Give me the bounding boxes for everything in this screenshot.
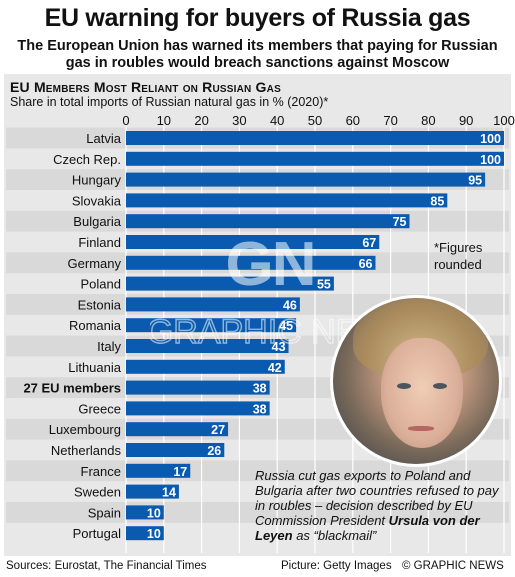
axis-label: Share in total imports of Russian natura… bbox=[10, 95, 329, 109]
tick-label: 50 bbox=[308, 113, 322, 128]
value-label: 67 bbox=[362, 236, 376, 250]
value-label: 95 bbox=[468, 174, 482, 188]
value-labels: 1001009585756766554645434238382726171410… bbox=[147, 132, 501, 541]
category-label: Lithuania bbox=[68, 360, 122, 375]
value-label: 45 bbox=[279, 319, 293, 333]
bar bbox=[126, 131, 504, 145]
value-label: 85 bbox=[430, 194, 444, 208]
bar bbox=[126, 359, 285, 374]
tick-label: 80 bbox=[421, 113, 435, 128]
caption: Russia cut gas exports to Poland and Bul… bbox=[255, 468, 505, 543]
category-label: Poland bbox=[81, 277, 121, 292]
value-label: 14 bbox=[162, 486, 176, 500]
section-title: EU Members Most Reliant on Russian Gas bbox=[10, 79, 281, 95]
category-label: Greece bbox=[78, 401, 121, 416]
category-label: Latvia bbox=[86, 131, 121, 146]
bar bbox=[126, 380, 270, 395]
bar bbox=[126, 214, 410, 229]
value-label: 26 bbox=[207, 444, 221, 458]
category-label: Romania bbox=[69, 318, 122, 333]
headline: EU warning for buyers of Russia gas bbox=[44, 4, 471, 32]
value-label: 10 bbox=[147, 527, 161, 541]
bar bbox=[126, 318, 297, 333]
tick-label: 30 bbox=[232, 113, 246, 128]
tick-label: 70 bbox=[383, 113, 397, 128]
tick-label: 0 bbox=[122, 113, 129, 128]
bar bbox=[126, 235, 380, 249]
tick-labels: 0 10 20 30 40 50 60 70 80 90 100 bbox=[122, 113, 514, 128]
sources: Sources: Eurostat, The Financial Times bbox=[6, 560, 207, 572]
category-label: Portugal bbox=[73, 526, 122, 541]
bar bbox=[126, 401, 270, 416]
category-label: Finland bbox=[78, 235, 121, 250]
value-label: 43 bbox=[272, 340, 286, 354]
bar bbox=[126, 526, 164, 541]
tick-label: 90 bbox=[459, 113, 473, 128]
tick-label: 10 bbox=[157, 113, 171, 128]
category-label: Czech Rep. bbox=[53, 152, 121, 167]
category-label: Luxembourg bbox=[49, 422, 121, 437]
value-label: 100 bbox=[480, 153, 501, 167]
category-label: Sweden bbox=[74, 485, 121, 500]
value-label: 46 bbox=[283, 298, 297, 312]
value-label: 38 bbox=[253, 402, 267, 416]
category-label: Bulgaria bbox=[73, 214, 121, 229]
bar bbox=[126, 484, 179, 499]
bar bbox=[126, 297, 300, 312]
category-label: France bbox=[81, 464, 121, 479]
category-label: 27 EU members bbox=[23, 381, 121, 396]
portrait-photo bbox=[330, 295, 502, 467]
bars bbox=[126, 131, 504, 541]
figures-note: *Figures rounded bbox=[434, 239, 482, 273]
tick-label: 100 bbox=[493, 113, 515, 128]
bar bbox=[126, 151, 504, 166]
bar bbox=[126, 339, 289, 353]
value-label: 17 bbox=[173, 465, 187, 479]
bar bbox=[126, 255, 376, 270]
tick-label: 60 bbox=[346, 113, 360, 128]
value-label: 27 bbox=[211, 423, 225, 437]
bar bbox=[126, 172, 486, 187]
bar bbox=[126, 443, 225, 457]
value-label: 38 bbox=[253, 382, 267, 396]
category-labels: Latvia Czech Rep. Hungary Slovakia Bulgaria F… bbox=[23, 131, 121, 541]
caption-pre: Russia cut gas exports to Poland and Bul… bbox=[255, 468, 499, 528]
value-label: 66 bbox=[359, 257, 373, 271]
category-label: Hungary bbox=[72, 173, 122, 188]
bar bbox=[126, 463, 191, 478]
bar bbox=[126, 193, 448, 208]
value-label: 10 bbox=[147, 506, 161, 520]
caption-post: as “blackmail” bbox=[292, 528, 377, 543]
copyright: © GRAPHIC NEWS bbox=[402, 560, 504, 572]
bar bbox=[126, 505, 164, 520]
category-label: Estonia bbox=[78, 297, 122, 312]
category-label: Italy bbox=[97, 339, 121, 354]
caption-name: Ursula von der Leyen bbox=[255, 513, 480, 543]
value-label: 42 bbox=[268, 361, 282, 375]
category-label: Slovakia bbox=[72, 193, 122, 208]
value-label: 100 bbox=[480, 132, 501, 146]
category-label: Germany bbox=[68, 256, 122, 271]
value-label: 75 bbox=[393, 215, 407, 229]
value-label: 55 bbox=[317, 278, 331, 292]
figures-note-text: *Figures rounded bbox=[434, 240, 483, 272]
category-label: Netherlands bbox=[51, 443, 122, 458]
tick-label: 40 bbox=[270, 113, 284, 128]
picture-credit: Picture: Getty Images bbox=[281, 560, 392, 572]
subtitle: The European Union has warned its member… bbox=[17, 38, 498, 71]
category-label: Spain bbox=[88, 505, 121, 520]
tick-label: 20 bbox=[194, 113, 208, 128]
bar bbox=[126, 422, 229, 437]
bar bbox=[126, 276, 334, 291]
